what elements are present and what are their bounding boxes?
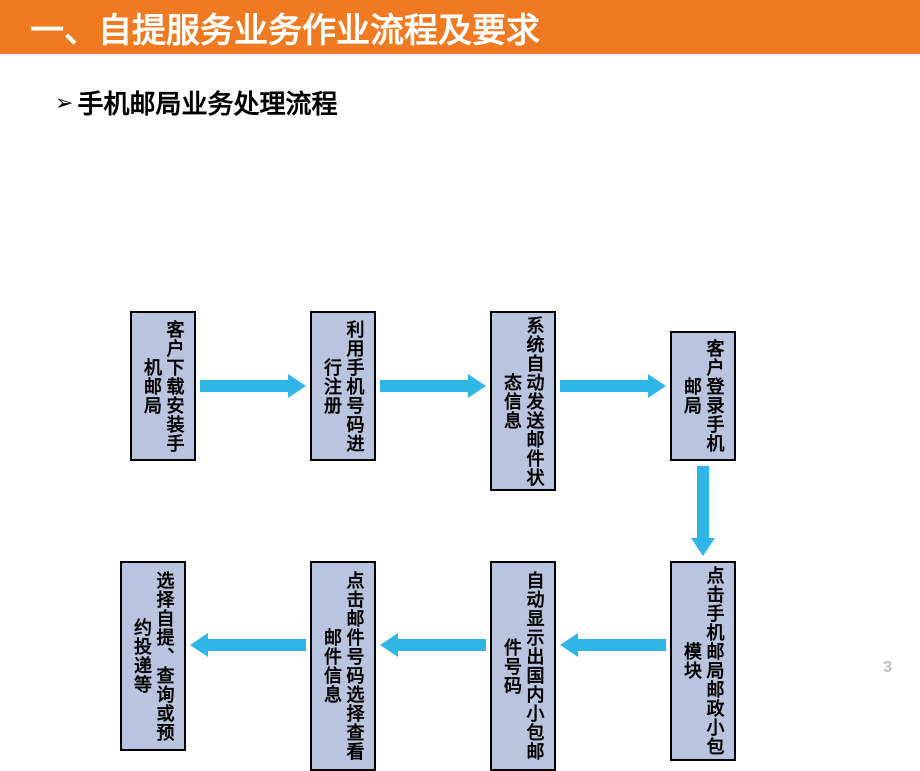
arrow-left	[560, 633, 666, 657]
subtitle: ➢ 手机邮局业务处理流程	[55, 84, 920, 121]
arrow-down	[691, 466, 715, 556]
flow-node-n3: 系统自动发送邮件状态信息	[490, 311, 556, 491]
chevron-icon: ➢	[55, 90, 73, 116]
arrow-left	[190, 633, 306, 657]
arrow-right	[560, 374, 666, 398]
flow-node-n2: 利用手机号码进行注册	[310, 311, 376, 461]
arrow-left	[380, 633, 486, 657]
page-number: 3	[883, 659, 892, 677]
title-text: 一、自提服务业务作业流程及要求	[30, 3, 540, 52]
arrow-right	[200, 374, 306, 398]
flow-node-n6: 自动显示出国内小包邮件号码	[490, 561, 556, 771]
arrow-right	[380, 374, 486, 398]
subtitle-text: 手机邮局业务处理流程	[77, 84, 337, 121]
flow-node-n1: 客户下载安装手机邮局	[130, 311, 196, 461]
flow-node-n7: 点击邮件号码选择查看邮件信息	[310, 561, 376, 771]
flow-node-n8: 选择自提、查询或预约投递等	[120, 561, 186, 751]
flow-node-n4: 客户登录手机邮局	[670, 331, 736, 461]
flow-node-n5: 点击手机邮局邮政小包模块	[670, 561, 736, 761]
title-bar: 一、自提服务业务作业流程及要求	[0, 0, 920, 54]
